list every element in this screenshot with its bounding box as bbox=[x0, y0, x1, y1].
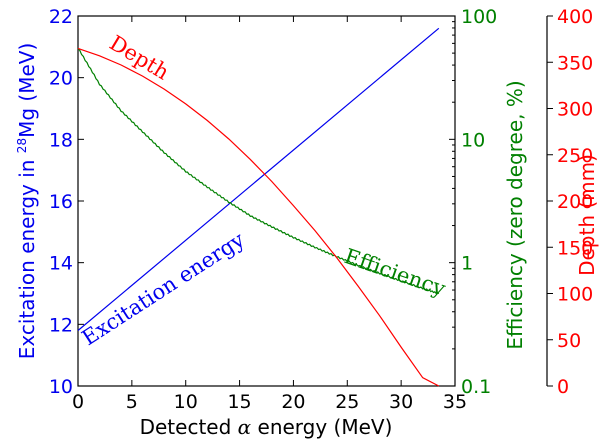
x-tick-label: 30 bbox=[389, 391, 413, 413]
efficiency-tick-label: 1 bbox=[461, 253, 473, 275]
depth-axis-label: Depth (mm) bbox=[575, 154, 599, 276]
depth-line bbox=[77, 47, 440, 387]
excitation-energy-line bbox=[77, 27, 440, 331]
depth-tick-label: 200 bbox=[557, 191, 593, 213]
left-tick-label: 14 bbox=[49, 253, 73, 275]
left-tick-label: 22 bbox=[49, 6, 73, 28]
x-tick-label: 0 bbox=[72, 391, 84, 413]
x-tick-label: 20 bbox=[281, 391, 305, 413]
depth-tick-label: 400 bbox=[557, 6, 593, 28]
left-tick-label: 10 bbox=[49, 376, 73, 398]
left-tick-label: 18 bbox=[49, 129, 73, 151]
x-axis-ticks: 0 5 10 15 20 25 30 35 bbox=[72, 16, 467, 413]
left-axis-label: Excitation energy in 28Mg (MeV) bbox=[15, 43, 39, 360]
depth-tick-label: 350 bbox=[557, 52, 593, 74]
depth-tick-label: 300 bbox=[557, 99, 593, 121]
x-tick-label: 25 bbox=[335, 391, 359, 413]
depth-tick-label: 150 bbox=[557, 237, 593, 259]
x-axis-label: Detected α energy (MeV) bbox=[140, 415, 393, 439]
efficiency-axis-ticks: 0.1 1 10 100 bbox=[449, 6, 497, 398]
x-tick-label: 15 bbox=[227, 391, 251, 413]
left-tick-label: 16 bbox=[49, 191, 73, 213]
depth-tick-label: 0 bbox=[557, 376, 569, 398]
x-tick-label: 35 bbox=[443, 391, 467, 413]
left-axis-ticks: 10 12 14 16 18 20 22 bbox=[49, 6, 84, 398]
left-tick-label: 20 bbox=[49, 68, 73, 90]
left-tick-label: 12 bbox=[49, 314, 73, 336]
depth-tick-label: 250 bbox=[557, 145, 593, 167]
depth-axis-ticks: 0 50 100 150 200 250 300 350 400 bbox=[547, 6, 593, 398]
efficiency-line bbox=[77, 48, 440, 295]
efficiency-axis-label: Efficiency (zero degree, %) bbox=[503, 80, 527, 349]
x-tick-label: 5 bbox=[126, 391, 138, 413]
depth-tick-label: 50 bbox=[557, 330, 581, 352]
depth-curve-label: Depth bbox=[105, 31, 173, 85]
efficiency-tick-label: 0.1 bbox=[461, 376, 491, 398]
efficiency-curve-label: Efficiency bbox=[341, 244, 448, 301]
series-lines bbox=[77, 27, 440, 387]
x-tick-label: 10 bbox=[174, 391, 198, 413]
depth-tick-label: 100 bbox=[557, 284, 593, 306]
efficiency-tick-label: 100 bbox=[461, 6, 497, 28]
efficiency-tick-label: 10 bbox=[461, 129, 485, 151]
excitation-curve-label: Excitation energy bbox=[78, 227, 249, 350]
